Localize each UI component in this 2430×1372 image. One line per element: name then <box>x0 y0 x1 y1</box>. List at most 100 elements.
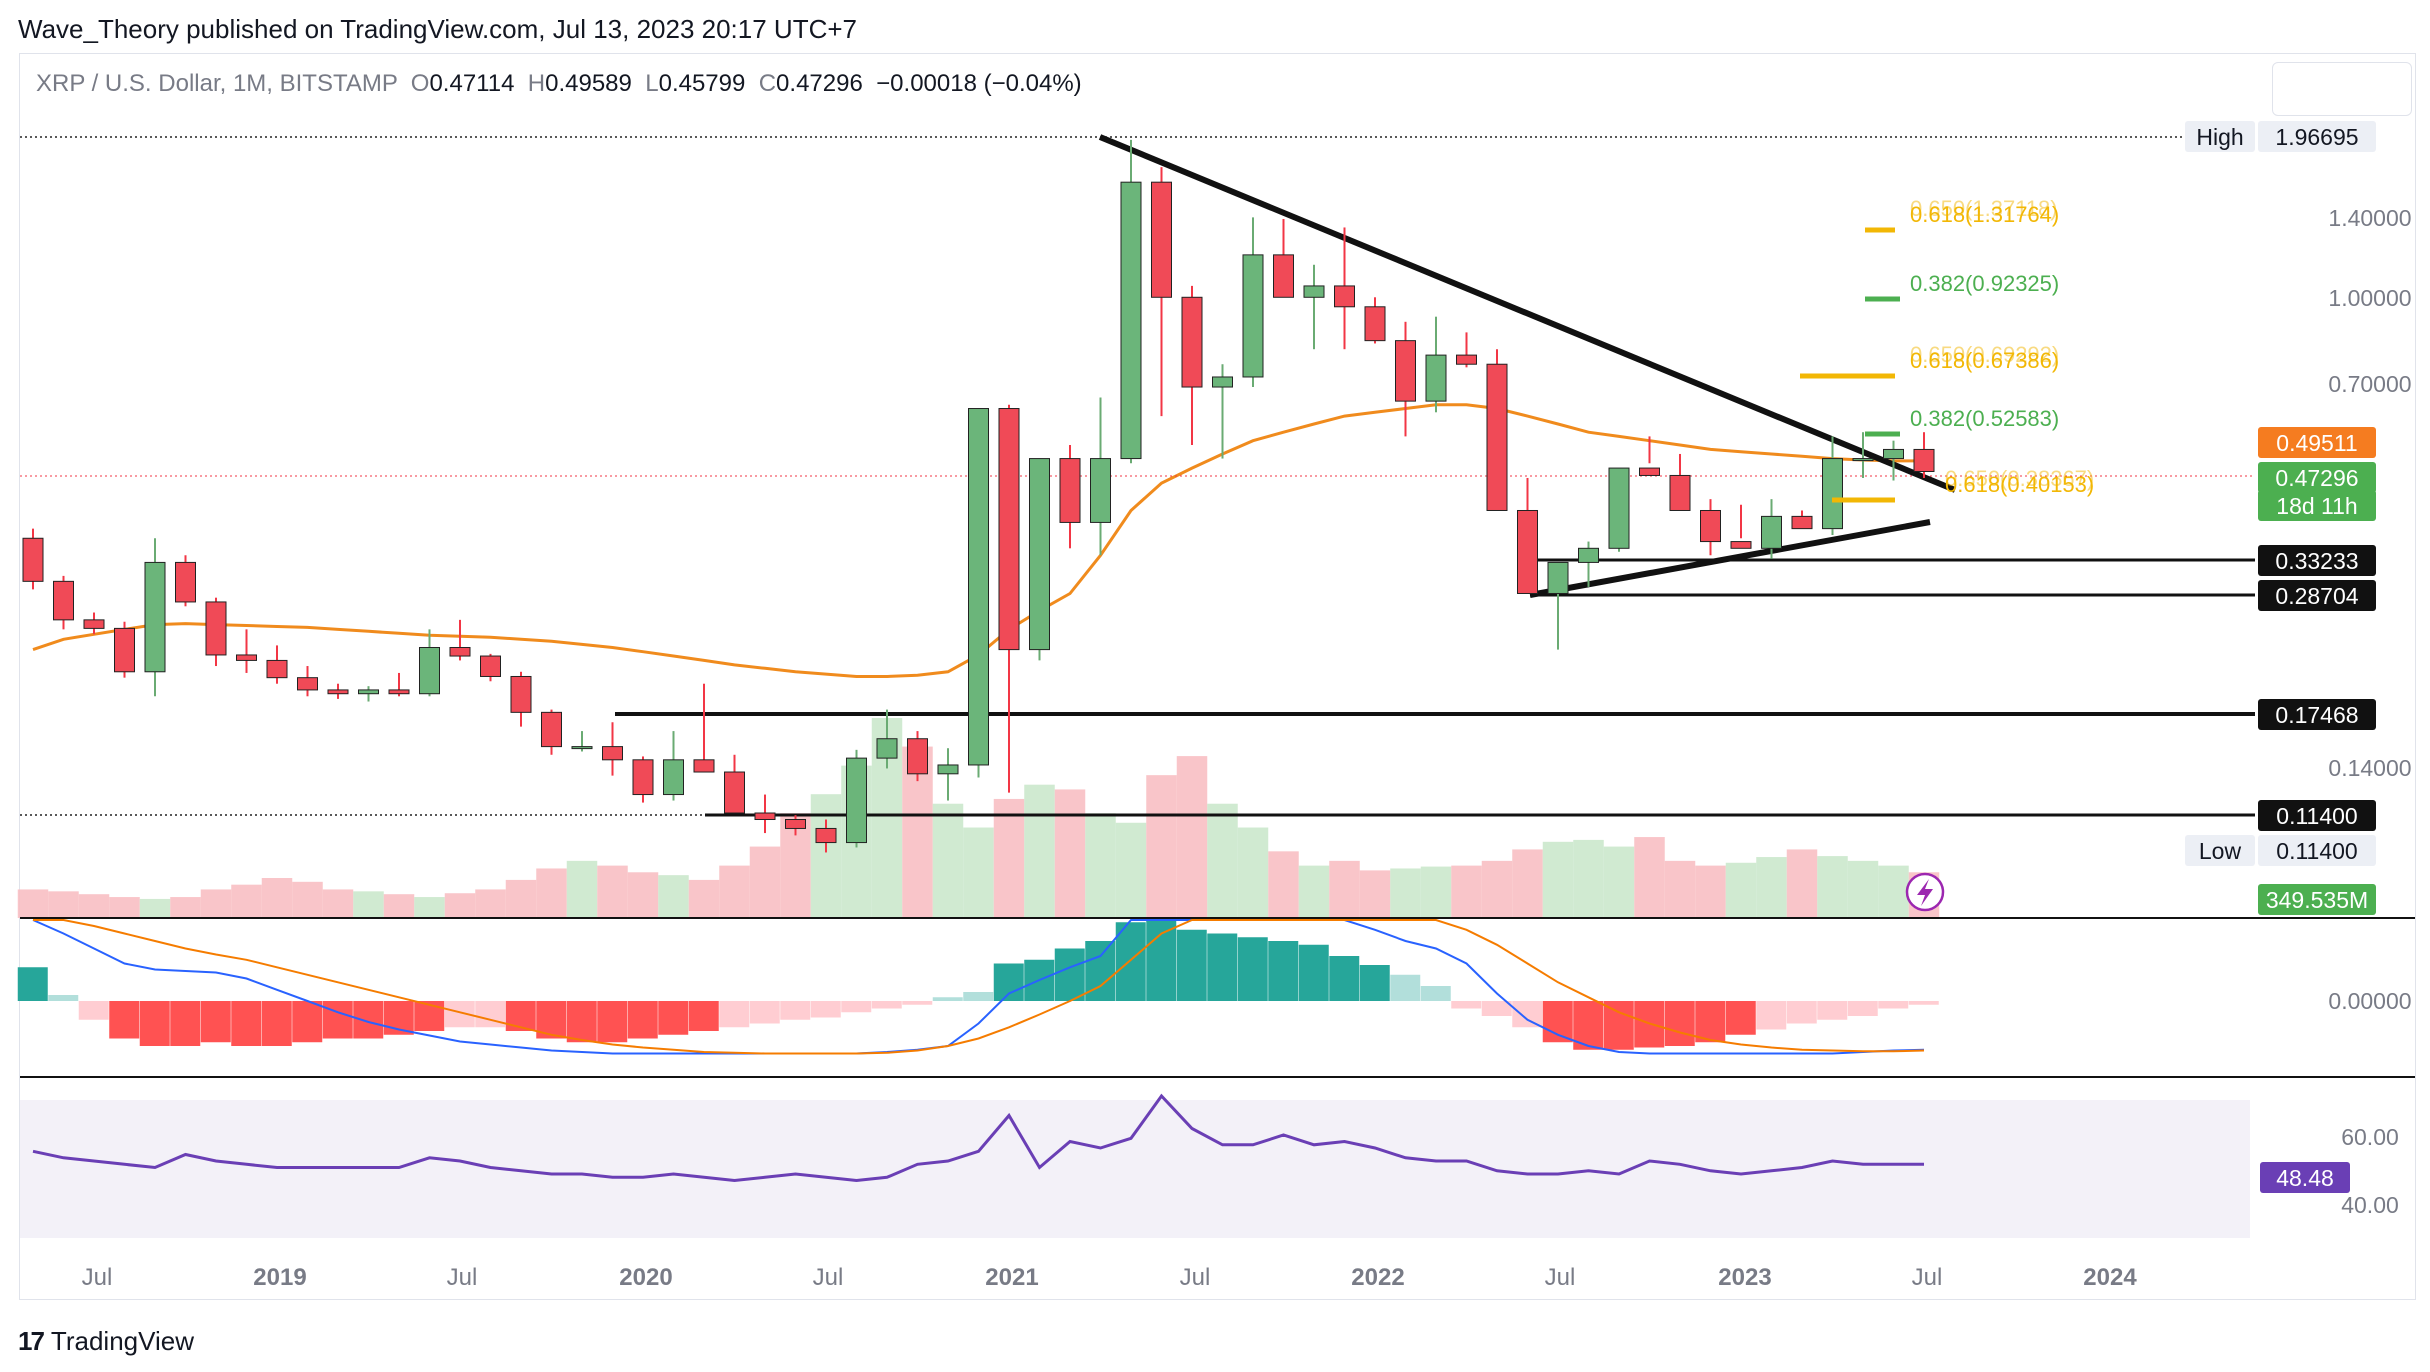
level-badge <box>2258 835 2376 866</box>
macd-bar <box>109 1001 140 1039</box>
candle-body <box>1547 561 1569 594</box>
level-badge-value: 0.11400 <box>2276 803 2357 829</box>
volume-bar <box>1756 857 1787 918</box>
time-axis-label: Jul <box>447 1264 478 1291</box>
level-badge <box>2258 545 2376 576</box>
symbol-label[interactable]: XRP / U.S. Dollar, 1M, BITSTAMP <box>36 70 398 97</box>
time-axis-label: 2022 <box>1351 1264 1404 1291</box>
candle-body <box>1639 467 1660 476</box>
volume-bar <box>1817 856 1848 918</box>
level-badge-tag <box>2185 835 2255 866</box>
candle-body <box>1303 285 1325 298</box>
candle-body <box>785 819 806 829</box>
level-badge <box>2258 884 2376 915</box>
volume-bar <box>1664 860 1696 918</box>
level-badge <box>2258 580 2376 611</box>
candle-body <box>1395 340 1416 402</box>
macd-bar <box>902 1001 933 1005</box>
macd-bar <box>1695 1001 1726 1043</box>
open-label: O <box>410 70 430 97</box>
volume-bar <box>1207 803 1238 918</box>
macd-bar <box>810 1001 841 1018</box>
footer: 17 TradingView <box>18 1326 194 1357</box>
volume-bar <box>1024 784 1055 918</box>
volume-bar <box>597 865 628 918</box>
volume-bar <box>1268 851 1299 918</box>
publisher-line: Wave_Theory published on TradingView.com… <box>18 14 857 44</box>
volume-bar <box>963 827 994 918</box>
high-label: H <box>527 70 546 97</box>
candle-body <box>480 655 501 677</box>
candle-body <box>907 738 928 775</box>
macd-bar <box>1908 1001 1939 1005</box>
macd-bar <box>1146 920 1177 1001</box>
drawn-lines <box>20 134 2255 817</box>
candle-body <box>1364 306 1386 342</box>
candle-body <box>1517 509 1538 594</box>
price-axis-label: 0.00000 <box>2328 988 2411 1014</box>
volume-bar <box>1603 846 1635 918</box>
level-badge <box>2258 427 2376 458</box>
volume-bar <box>1786 849 1818 918</box>
volume-bar <box>261 878 293 918</box>
level-badge <box>2258 462 2376 493</box>
macd-bar <box>719 1001 750 1028</box>
macd-bar <box>322 1001 353 1039</box>
volume-bar <box>1085 813 1116 918</box>
rsi-line <box>32 1093 1924 1183</box>
volume-bar <box>627 872 659 918</box>
level-badge-value: 48.48 <box>2276 1165 2334 1191</box>
macd-bar <box>1237 937 1268 1001</box>
macd-bar <box>353 1001 384 1039</box>
macd-bar <box>261 1001 292 1046</box>
macd-bar <box>414 1001 445 1031</box>
volume-bar <box>170 897 201 918</box>
fib-ghost-label: 0.650(1.37118) <box>1910 196 2058 221</box>
time-axis-label: Jul <box>1912 1264 1943 1291</box>
candle-body <box>236 654 257 661</box>
volume-bar <box>383 894 415 918</box>
macd-bar <box>871 1001 902 1009</box>
macd-bar <box>1359 965 1390 1001</box>
fib-label: 0.382(0.52583) <box>1910 406 2059 431</box>
price-axis-label: 1.00000 <box>2328 285 2411 311</box>
time-axis-label: 2020 <box>619 1264 672 1291</box>
volume-bar <box>536 868 567 918</box>
candle-body <box>1090 458 1111 523</box>
volume-bar <box>1420 866 1452 918</box>
volume-bar <box>1146 775 1177 918</box>
macd-bar <box>1329 956 1360 1001</box>
macd-bar <box>1481 1001 1512 1016</box>
candle-body <box>1791 515 1813 530</box>
volume-bar <box>1176 756 1208 918</box>
candle-body <box>1486 363 1508 511</box>
volume-bar <box>1725 862 1757 918</box>
volume-bar <box>719 865 750 918</box>
candle-body <box>388 689 410 695</box>
descending-trendline <box>1098 134 1957 493</box>
volume-bar <box>1878 865 1909 918</box>
volume-bar <box>200 889 232 918</box>
level-badge-value: 0.47296 <box>2275 465 2358 491</box>
chart-settings-box[interactable] <box>2272 62 2412 116</box>
candle-body <box>1852 458 1874 462</box>
macd-bar <box>1268 941 1299 1001</box>
macd-bar <box>1603 1001 1634 1050</box>
candle-body <box>1608 467 1630 549</box>
candle-body <box>1578 547 1599 563</box>
macd-bar <box>841 1001 872 1013</box>
candle-body <box>998 408 1020 651</box>
brand-name[interactable]: TradingView <box>50 1326 194 1356</box>
time-axis: Jul 2019 Jul 2020 Jul 2021 Jul 2022 Jul 2023 Jul 20… <box>82 1264 2138 1291</box>
time-axis-label: Jul <box>1545 1264 1576 1291</box>
macd-bar <box>1115 922 1146 1001</box>
level-badge-value: 349.535M <box>2266 887 2368 913</box>
macd-bar <box>48 995 79 1001</box>
candle-body <box>114 627 135 673</box>
level-badge-value: 0.28704 <box>2275 583 2358 609</box>
volume-bar <box>1359 870 1391 918</box>
level-badge-label: High <box>2196 124 2243 150</box>
candle-body <box>876 738 898 759</box>
candle-body <box>1059 458 1081 523</box>
